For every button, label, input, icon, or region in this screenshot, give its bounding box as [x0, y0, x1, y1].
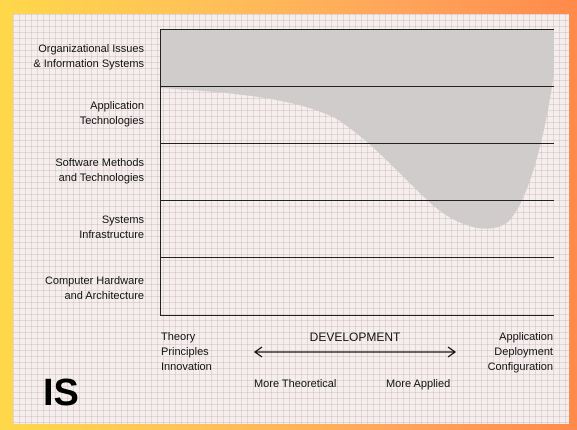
development-arrow [253, 346, 457, 358]
row-label-systems-infrastructure: Systems Infrastructure [79, 214, 144, 241]
is-corner-mark: IS [43, 372, 79, 414]
axis-left-label: Theory Principles Innovation [161, 331, 212, 373]
row-dividers [160, 29, 554, 316]
development-label: DEVELOPMENT [309, 330, 401, 344]
row-label-computer-hardware: Computer Hardware and Architecture [44, 275, 144, 302]
axis-right-label: Application Deployment Configuration [487, 331, 553, 373]
row-label-application-technologies: Application Technologies [79, 100, 144, 127]
row-label-organizational-issues: Organizational Issues & Information Syst… [33, 43, 144, 70]
more-applied-label: More Applied [386, 378, 451, 390]
row-label-software-methods: Software Methods and Technologies [55, 157, 144, 184]
is-coverage-region [160, 30, 554, 229]
more-theoretical-label: More Theoretical [254, 378, 337, 390]
